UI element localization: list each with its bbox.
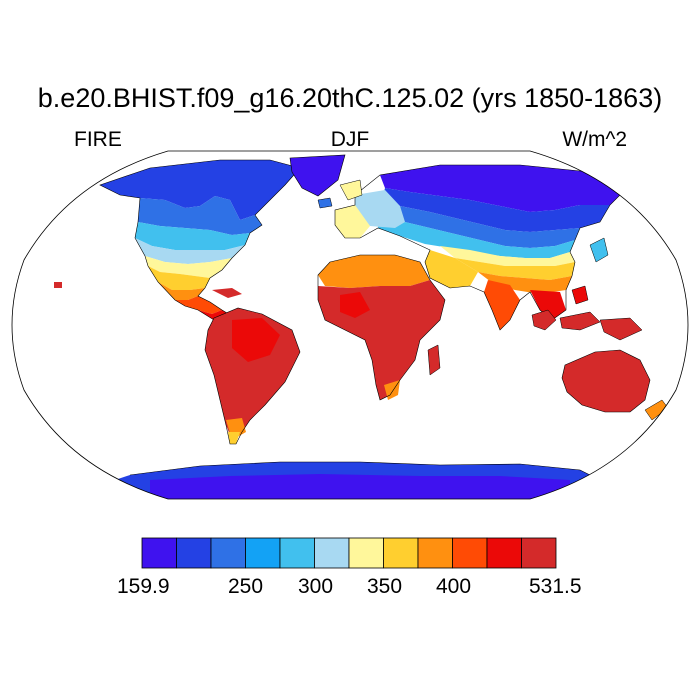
land-masses bbox=[54, 154, 669, 499]
colorbar-swatch bbox=[383, 537, 419, 569]
north-america bbox=[99, 159, 301, 323]
colorbar-swatch bbox=[521, 537, 557, 569]
colorbar-swatch bbox=[452, 537, 488, 569]
colorbar-tick-label-300: 300 bbox=[298, 575, 334, 598]
variable-label: FIRE bbox=[74, 128, 122, 151]
colorbar bbox=[141, 537, 557, 569]
plot-title: b.e20.BHIST.f09_g16.20thC.125.02 (yrs 18… bbox=[37, 83, 663, 113]
colorbar-tick-label-350: 350 bbox=[367, 575, 403, 598]
colorbar-swatch bbox=[417, 537, 453, 569]
colorbar-swatch bbox=[348, 537, 384, 569]
new-zealand bbox=[644, 399, 669, 421]
australia bbox=[561, 349, 651, 413]
colorbar-min-label: 159.9 bbox=[117, 575, 170, 598]
colorbar-tick-label-400: 400 bbox=[436, 575, 472, 598]
hawaii-island bbox=[54, 282, 62, 288]
colorbar-tick-label-250: 250 bbox=[228, 575, 264, 598]
iceland bbox=[317, 197, 333, 209]
colorbar-swatch bbox=[314, 537, 350, 569]
maritime-southeast-asia bbox=[531, 237, 643, 341]
map-outline bbox=[11, 150, 689, 500]
greenland bbox=[289, 154, 346, 197]
colorbar-swatch bbox=[279, 537, 315, 569]
season-label: DJF bbox=[330, 128, 370, 151]
colorbar-swatch bbox=[245, 537, 281, 569]
colorbar-swatch bbox=[141, 537, 177, 569]
south-america bbox=[204, 307, 301, 445]
colorbar-max-label: 531.5 bbox=[529, 575, 582, 598]
units-label: W/m^2 bbox=[562, 128, 627, 151]
africa bbox=[317, 254, 446, 401]
colorbar-swatch bbox=[176, 537, 212, 569]
eurasia bbox=[334, 164, 626, 331]
antarctica bbox=[100, 461, 601, 499]
colorbar-swatch bbox=[210, 537, 246, 569]
colorbar-swatch bbox=[486, 537, 522, 569]
